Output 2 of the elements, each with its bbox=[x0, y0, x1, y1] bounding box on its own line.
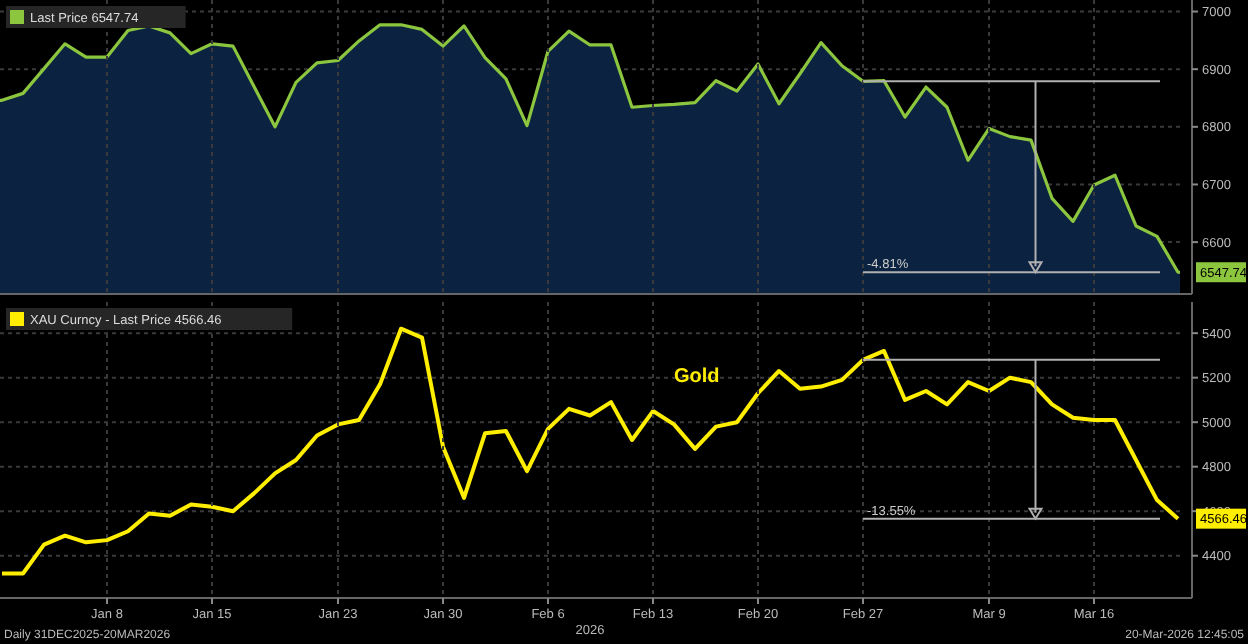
line-series bbox=[0, 326, 1180, 576]
annotation: Gold bbox=[674, 365, 720, 388]
